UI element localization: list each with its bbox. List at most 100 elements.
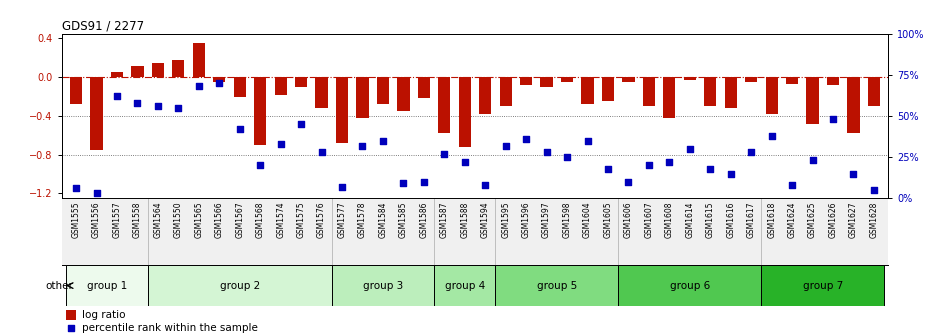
Text: GSM1594: GSM1594 <box>481 202 490 238</box>
Point <box>232 126 247 132</box>
Bar <box>602 77 614 101</box>
Bar <box>847 77 860 133</box>
Bar <box>66 265 147 306</box>
Text: GSM1595: GSM1595 <box>502 202 510 238</box>
Text: percentile rank within the sample: percentile rank within the sample <box>82 324 257 333</box>
Point <box>826 117 841 122</box>
Point <box>396 181 411 186</box>
Bar <box>496 265 618 306</box>
Bar <box>807 77 819 124</box>
Point <box>498 143 513 148</box>
Text: GSM1607: GSM1607 <box>644 202 654 238</box>
Text: GSM1627: GSM1627 <box>849 202 858 238</box>
Point <box>273 141 288 146</box>
Bar <box>336 77 348 143</box>
Bar <box>90 77 103 150</box>
Bar <box>541 77 553 87</box>
Bar <box>377 77 390 104</box>
Point <box>723 171 738 176</box>
Bar <box>234 77 246 96</box>
Point <box>580 138 595 143</box>
Text: GSM1604: GSM1604 <box>583 202 592 238</box>
Point <box>846 171 861 176</box>
Text: GSM1605: GSM1605 <box>603 202 613 238</box>
Text: GSM1596: GSM1596 <box>522 202 531 238</box>
Bar <box>356 77 369 118</box>
Text: GSM1575: GSM1575 <box>296 202 306 238</box>
Point <box>130 100 145 106</box>
Text: GSM1587: GSM1587 <box>440 202 448 238</box>
Bar <box>663 77 675 118</box>
Text: GSM1578: GSM1578 <box>358 202 367 238</box>
Bar <box>459 77 471 147</box>
Point <box>314 150 329 155</box>
Point <box>560 154 575 160</box>
Text: GSM1616: GSM1616 <box>726 202 735 238</box>
Point <box>539 150 554 155</box>
Text: group 3: group 3 <box>363 281 403 291</box>
Point <box>355 143 370 148</box>
Bar <box>193 43 205 77</box>
Point <box>437 151 452 157</box>
Text: GSM1628: GSM1628 <box>869 202 879 238</box>
Text: other: other <box>46 281 73 291</box>
Bar <box>397 77 409 111</box>
Text: GSM1624: GSM1624 <box>788 202 797 238</box>
Bar <box>643 77 656 106</box>
Text: GDS91 / 2277: GDS91 / 2277 <box>62 19 143 33</box>
Text: GSM1558: GSM1558 <box>133 202 142 238</box>
Bar <box>622 77 635 82</box>
Point <box>191 84 206 89</box>
Bar <box>332 265 434 306</box>
Point <box>375 138 390 143</box>
Bar <box>172 60 184 77</box>
Bar <box>418 77 430 98</box>
Text: group 6: group 6 <box>670 281 710 291</box>
Text: GSM1574: GSM1574 <box>276 202 285 238</box>
Bar <box>111 72 124 77</box>
Text: GSM1614: GSM1614 <box>685 202 694 238</box>
Bar <box>479 77 491 114</box>
Bar <box>560 77 573 82</box>
Bar <box>766 77 778 114</box>
Point <box>109 93 124 99</box>
Point <box>253 163 268 168</box>
Point <box>703 166 718 171</box>
Text: GSM1588: GSM1588 <box>460 202 469 238</box>
Point <box>866 187 882 193</box>
Bar <box>294 77 307 87</box>
Text: GSM1568: GSM1568 <box>256 202 265 238</box>
Text: GSM1625: GSM1625 <box>808 202 817 238</box>
Bar <box>618 265 761 306</box>
Text: GSM1584: GSM1584 <box>378 202 388 238</box>
Text: GSM1617: GSM1617 <box>747 202 755 238</box>
Text: GSM1556: GSM1556 <box>92 202 101 238</box>
Bar <box>147 265 332 306</box>
Text: GSM1597: GSM1597 <box>542 202 551 238</box>
Point <box>457 159 472 165</box>
Point <box>744 150 759 155</box>
Text: GSM1615: GSM1615 <box>706 202 714 238</box>
Text: GSM1550: GSM1550 <box>174 202 182 238</box>
Point <box>478 182 493 188</box>
Bar <box>581 77 594 104</box>
Text: log ratio: log ratio <box>82 310 125 320</box>
Point <box>519 136 534 142</box>
Bar <box>867 77 880 106</box>
Point <box>805 158 820 163</box>
Point <box>150 103 165 109</box>
Text: GSM1555: GSM1555 <box>71 202 81 238</box>
Text: GSM1577: GSM1577 <box>337 202 347 238</box>
Text: GSM1566: GSM1566 <box>215 202 224 238</box>
Bar <box>826 77 839 85</box>
Bar <box>315 77 328 108</box>
Bar <box>745 77 757 82</box>
Point <box>641 163 656 168</box>
Bar <box>254 77 266 145</box>
Text: GSM1565: GSM1565 <box>195 202 203 238</box>
Point <box>416 179 431 184</box>
Bar <box>761 265 884 306</box>
Bar <box>786 77 798 84</box>
Bar <box>131 66 143 77</box>
Point <box>600 166 616 171</box>
